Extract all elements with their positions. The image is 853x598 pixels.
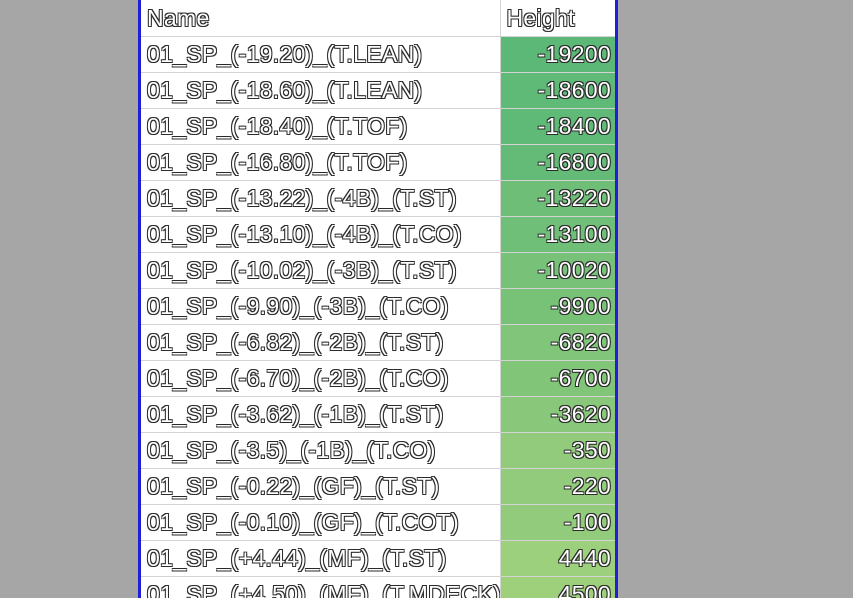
- name-cell[interactable]: 01_SP_(-3.5)_(-1B)_(T.CO): [141, 432, 501, 469]
- height-cell[interactable]: -220: [500, 468, 615, 505]
- data-table: Name Height 01_SP_(-19.20)_(T.LEAN) -1920…: [141, 0, 615, 598]
- name-cell[interactable]: 01_SP_(-18.40)_(T.TOF): [141, 108, 501, 145]
- name-cell[interactable]: 01_SP_(-13.10)_(-4B)_(T.CO): [141, 216, 501, 253]
- name-cell[interactable]: 01_SP_(-13.22)_(-4B)_(T.ST): [141, 180, 501, 217]
- data-table-panel: Name Height 01_SP_(-19.20)_(T.LEAN) -1920…: [138, 0, 618, 598]
- table-row[interactable]: 01_SP_(-10.02)_(-3B)_(T.ST) -10020: [141, 252, 615, 289]
- table-row[interactable]: 01_SP_(-6.70)_(-2B)_(T.CO) -6700: [141, 360, 615, 397]
- table-row[interactable]: 01_SP_(-16.80)_(T.TOF) -16800: [141, 144, 615, 181]
- height-cell[interactable]: 4440: [500, 540, 615, 577]
- name-cell[interactable]: 01_SP_(-9.90)_(-3B)_(T.CO): [141, 288, 501, 325]
- name-cell[interactable]: 01_SP_(+4.50)_(MF)_(T.MDECK): [141, 576, 501, 598]
- name-cell[interactable]: 01_SP_(-0.22)_(GF)_(T.ST): [141, 468, 501, 505]
- table-row[interactable]: 01_SP_(+4.50)_(MF)_(T.MDECK) 4500: [141, 576, 615, 598]
- height-cell[interactable]: 4500: [500, 576, 615, 598]
- height-cell[interactable]: -10020: [500, 252, 615, 289]
- name-cell[interactable]: 01_SP_(-3.62)_(-1B)_(T.ST): [141, 396, 501, 433]
- name-cell[interactable]: 01_SP_(-6.70)_(-2B)_(T.CO): [141, 360, 501, 397]
- table-row[interactable]: 01_SP_(+4.44)_(MF)_(T.ST) 4440: [141, 540, 615, 577]
- column-header-name[interactable]: Name: [141, 0, 501, 37]
- table-row[interactable]: 01_SP_(-6.82)_(-2B)_(T.ST) -6820: [141, 324, 615, 361]
- height-cell[interactable]: -18600: [500, 72, 615, 109]
- column-header-height[interactable]: Height: [500, 0, 615, 37]
- name-cell[interactable]: 01_SP_(-0.10)_(GF)_(T.COT): [141, 504, 501, 541]
- table-row[interactable]: 01_SP_(-3.62)_(-1B)_(T.ST) -3620: [141, 396, 615, 433]
- height-cell[interactable]: -18400: [500, 108, 615, 145]
- height-cell[interactable]: -19200: [500, 36, 615, 73]
- height-cell[interactable]: -13100: [500, 216, 615, 253]
- table-body: 01_SP_(-19.20)_(T.LEAN) -19200 01_SP_(-18.…: [141, 36, 615, 598]
- height-cell[interactable]: -6820: [500, 324, 615, 361]
- table-row[interactable]: 01_SP_(-18.60)_(T.LEAN) -18600: [141, 72, 615, 109]
- height-cell[interactable]: -6700: [500, 360, 615, 397]
- table-row[interactable]: 01_SP_(-9.90)_(-3B)_(T.CO) -9900: [141, 288, 615, 325]
- table-row[interactable]: 01_SP_(-0.22)_(GF)_(T.ST) -220: [141, 468, 615, 505]
- name-cell[interactable]: 01_SP_(-6.82)_(-2B)_(T.ST): [141, 324, 501, 361]
- height-cell[interactable]: -9900: [500, 288, 615, 325]
- table-row[interactable]: 01_SP_(-0.10)_(GF)_(T.COT) -100: [141, 504, 615, 541]
- name-cell[interactable]: 01_SP_(+4.44)_(MF)_(T.ST): [141, 540, 501, 577]
- table-row[interactable]: 01_SP_(-18.40)_(T.TOF) -18400: [141, 108, 615, 145]
- table-row[interactable]: 01_SP_(-13.22)_(-4B)_(T.ST) -13220: [141, 180, 615, 217]
- name-cell[interactable]: 01_SP_(-10.02)_(-3B)_(T.ST): [141, 252, 501, 289]
- name-cell[interactable]: 01_SP_(-18.60)_(T.LEAN): [141, 72, 501, 109]
- table-row[interactable]: 01_SP_(-13.10)_(-4B)_(T.CO) -13100: [141, 216, 615, 253]
- height-cell[interactable]: -350: [500, 432, 615, 469]
- height-cell[interactable]: -3620: [500, 396, 615, 433]
- height-cell[interactable]: -13220: [500, 180, 615, 217]
- height-cell[interactable]: -100: [500, 504, 615, 541]
- header-row: Name Height: [141, 0, 615, 37]
- name-cell[interactable]: 01_SP_(-16.80)_(T.TOF): [141, 144, 501, 181]
- name-cell[interactable]: 01_SP_(-19.20)_(T.LEAN): [141, 36, 501, 73]
- table-row[interactable]: 01_SP_(-3.5)_(-1B)_(T.CO) -350: [141, 432, 615, 469]
- table-row[interactable]: 01_SP_(-19.20)_(T.LEAN) -19200: [141, 36, 615, 73]
- height-cell[interactable]: -16800: [500, 144, 615, 181]
